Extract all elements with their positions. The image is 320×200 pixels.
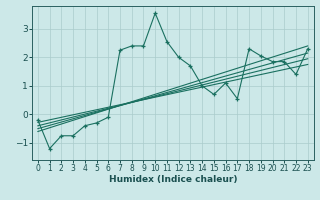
- X-axis label: Humidex (Indice chaleur): Humidex (Indice chaleur): [108, 175, 237, 184]
